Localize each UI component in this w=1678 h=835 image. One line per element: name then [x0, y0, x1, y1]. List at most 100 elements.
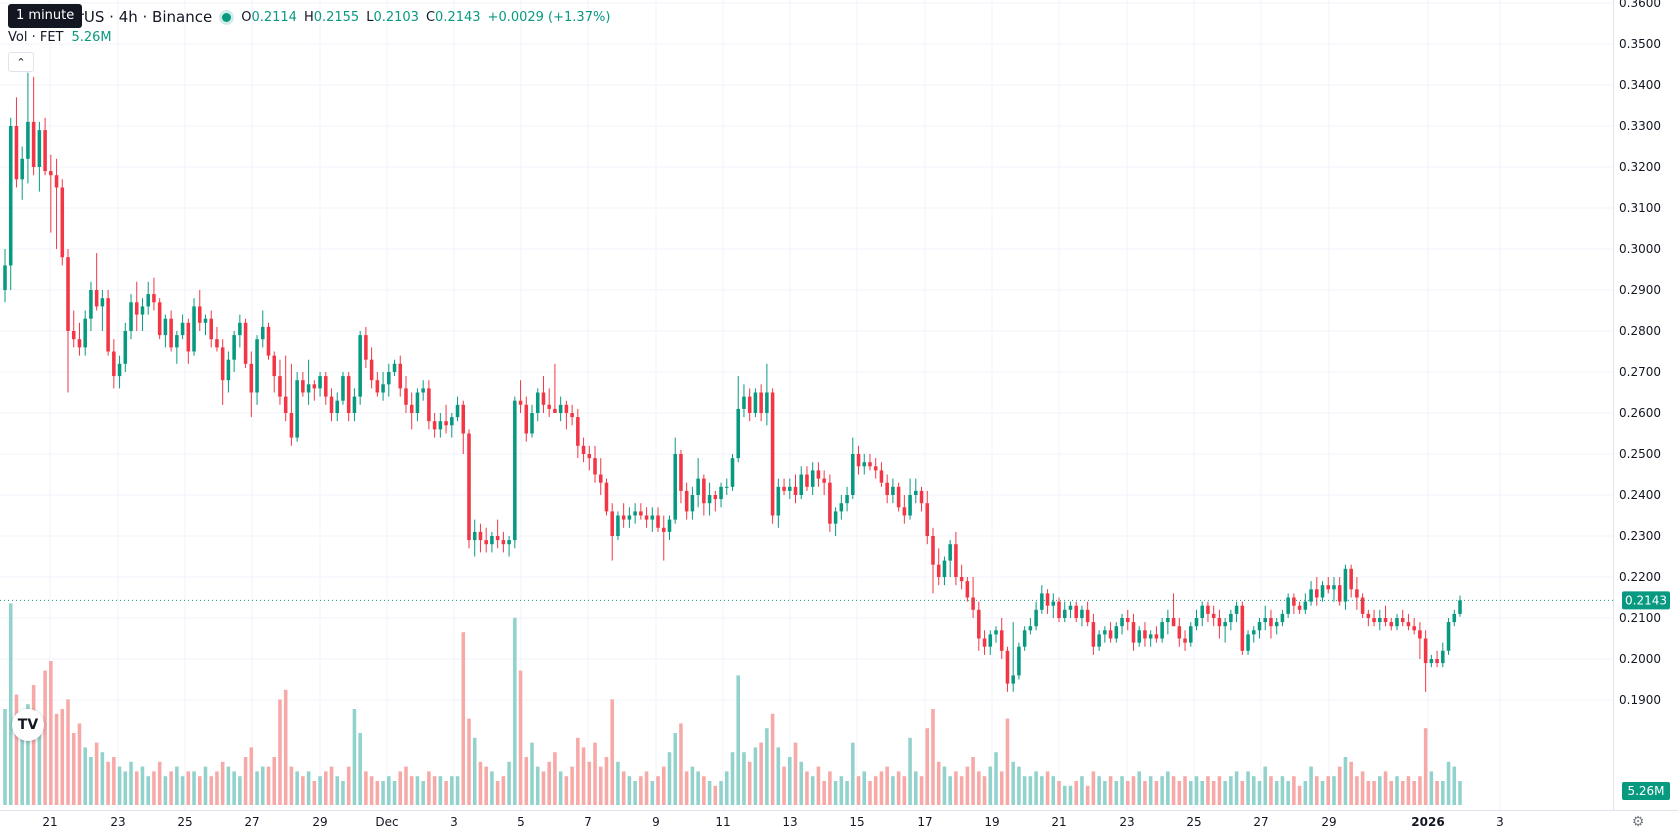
- candle-body: [1446, 622, 1451, 651]
- volume-bar: [822, 781, 826, 805]
- candle-body: [724, 486, 729, 488]
- candle-body: [232, 335, 236, 360]
- time-axis[interactable]: 21 23 25 27 29 Dec 3 5 7 9 11 13 15 17 19 21 23 25 27 29 202…: [42, 815, 1503, 829]
- candle-body: [157, 302, 162, 336]
- volume-bar: [765, 728, 769, 805]
- x-tick-label: 21: [1051, 815, 1066, 829]
- volume-bar: [71, 733, 76, 805]
- candle-body: [1011, 675, 1015, 684]
- y-tick-label: 0.2400: [1619, 488, 1661, 502]
- tradingview-logo-icon[interactable]: TV: [12, 709, 44, 741]
- volume-bar: [776, 747, 781, 805]
- candle-body: [249, 363, 254, 393]
- volume-bar: [1337, 766, 1342, 805]
- symbol-legend: AI / TetherUS · 4h · Binance O0.2114 H0.…: [8, 6, 610, 28]
- volume-bar: [1349, 761, 1353, 805]
- volume-bar: [730, 752, 735, 805]
- candle-body: [702, 478, 706, 504]
- volume-bar: [1223, 781, 1227, 805]
- candle-body: [1085, 609, 1090, 623]
- candle-body: [272, 355, 277, 377]
- volume-bar: [994, 752, 998, 805]
- volume-bar: [232, 771, 236, 805]
- candle-body: [570, 413, 574, 418]
- candle-body: [49, 171, 53, 176]
- volume-bar: [1166, 771, 1170, 805]
- candle-body: [243, 322, 248, 364]
- price-axis[interactable]: 0.1900 0.2000 0.2100 0.2200 0.2300 0.2400 0.25…: [1619, 0, 1661, 707]
- x-tick-label: 29: [312, 815, 327, 829]
- candle-body: [971, 597, 975, 610]
- volume-bar: [478, 761, 483, 805]
- candle-body: [215, 339, 219, 348]
- volume-bar: [54, 713, 59, 805]
- x-tick-label: 25: [177, 815, 192, 829]
- candle-body: [816, 470, 821, 479]
- candle-body: [810, 470, 815, 487]
- candle-body: [1171, 618, 1176, 627]
- volume-bar: [472, 737, 477, 805]
- volume-bar: [83, 747, 87, 805]
- candle-body: [644, 515, 649, 520]
- candle-body: [530, 413, 534, 434]
- candle-body: [140, 306, 145, 315]
- candle-body: [209, 318, 213, 340]
- candle-body: [3, 265, 7, 290]
- candle-body: [54, 175, 59, 188]
- candle-body: [535, 392, 540, 413]
- candle-body: [1423, 638, 1428, 664]
- candle-body: [1400, 618, 1405, 623]
- volume-bar: [1418, 776, 1422, 805]
- volume-legend-label[interactable]: Vol · FET: [8, 30, 64, 45]
- candle-body: [1240, 605, 1245, 651]
- volume-bar: [112, 757, 116, 805]
- candle-body: [576, 417, 580, 446]
- volume-bar: [186, 771, 191, 805]
- candle-body: [747, 396, 752, 413]
- candle-body: [788, 486, 792, 491]
- volume-bar: [318, 776, 322, 805]
- volume-bar: [576, 737, 580, 805]
- candle-body: [845, 495, 849, 504]
- volume-bar: [690, 766, 695, 805]
- x-tick-label: 27: [1253, 815, 1268, 829]
- candle-body: [398, 363, 403, 389]
- volume-bar: [1160, 776, 1164, 805]
- candle-body: [1062, 609, 1067, 618]
- volume-bar: [3, 709, 7, 805]
- candle-body: [1206, 605, 1210, 614]
- candle-body: [134, 302, 139, 315]
- gear-icon[interactable]: ⚙: [1631, 814, 1645, 830]
- y-tick-label: 0.2800: [1619, 324, 1661, 338]
- candle-body: [1309, 589, 1313, 602]
- candle-body: [1177, 626, 1182, 639]
- candle-body: [266, 326, 271, 356]
- volume-bar: [444, 781, 448, 805]
- candle-body: [1389, 622, 1394, 627]
- volume-bar: [117, 766, 122, 805]
- volume-bar: [432, 776, 437, 805]
- candle-body: [295, 380, 299, 438]
- volume-bar: [1303, 781, 1308, 805]
- volume-bar: [352, 709, 357, 805]
- candle-body: [404, 388, 408, 405]
- volume-legend: Vol · FET 5.26M: [8, 30, 112, 45]
- volume-bar: [295, 771, 299, 805]
- candle-body: [192, 306, 196, 352]
- volume-bars: [3, 603, 1462, 805]
- candle-body: [931, 536, 935, 565]
- candle-body: [112, 351, 116, 377]
- candle-body: [381, 384, 385, 393]
- collapse-legend-button[interactable]: ⌃: [8, 52, 34, 72]
- volume-bar: [1435, 781, 1439, 805]
- volume-bar: [260, 766, 265, 805]
- candle-body: [553, 408, 557, 413]
- candle-body: [776, 486, 781, 516]
- volume-bar: [1355, 776, 1359, 805]
- candle-body: [369, 359, 374, 381]
- y-tick-label: 0.2200: [1619, 570, 1661, 584]
- volume-bar: [564, 776, 569, 805]
- volume-bar: [1372, 781, 1376, 805]
- volume-bar: [169, 771, 173, 805]
